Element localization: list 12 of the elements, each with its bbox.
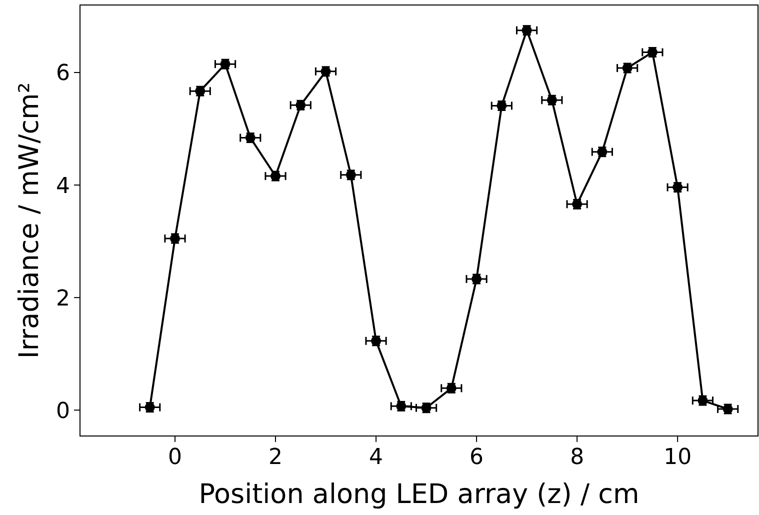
x-axis-title: Position along LED array (z) / cm [198,479,640,510]
x-tick-label: 4 [369,445,384,470]
x-tick-label: 2 [268,445,283,470]
y-tick-label: 6 [56,61,70,86]
y-tick-label: 2 [56,286,70,312]
x-tick-label: 6 [470,445,484,470]
x-tick-label: 0 [168,445,182,470]
x-tick-label: 8 [570,445,584,470]
x-tick-label: 10 [664,445,692,470]
y-axis-title: Irradiance / mW/cm² [14,82,45,359]
y-tick-label: 4 [56,174,70,199]
y-tick-label: 0 [56,398,70,424]
